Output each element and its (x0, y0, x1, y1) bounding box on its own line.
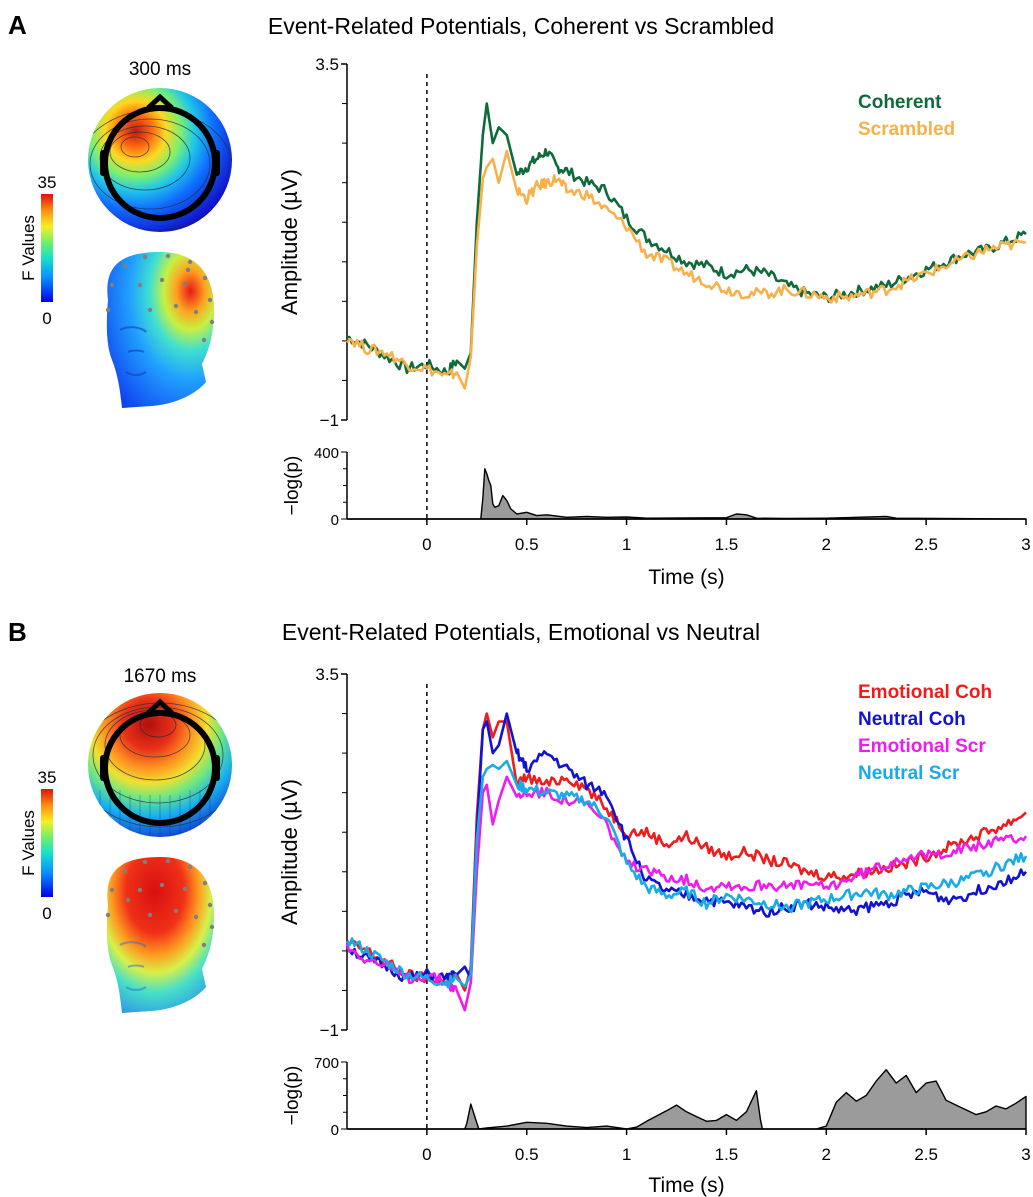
colorbar-max-label: 35 (38, 173, 57, 192)
significance-area (346, 1069, 1027, 1130)
significance-y-axis-title: −log(p) (282, 456, 303, 516)
x-tick-label: 1.5 (715, 535, 739, 554)
head-3d-render (105, 857, 215, 1013)
series-line-emotional-scr (345, 775, 1028, 1012)
panel-b: B Event-Related Potentials, Emotional vs… (8, 617, 1031, 1197)
legend-entry: Neutral Coh (858, 709, 966, 730)
y-tick-label: −1 (320, 1021, 339, 1040)
electrode-dots (105, 253, 215, 343)
panel-a: A Event-Related Potentials, Coherent vs … (8, 10, 1031, 589)
legend-entry: Emotional Scr (858, 736, 986, 757)
panel-title: Event-Related Potentials, Emotional vs N… (282, 619, 760, 645)
x-tick-label: 0.5 (515, 1145, 539, 1164)
topomap-time-label: 300 ms (129, 59, 191, 80)
nose-outline (146, 698, 174, 715)
chart-series-layer (345, 102, 1027, 390)
x-axis: 0 0.5 1 1.5 2 2.5 3 Time (s) (347, 518, 1031, 589)
significance-y-axis-title: −log(p) (282, 1066, 303, 1126)
head-3d-render (105, 252, 215, 408)
x-axis-title: Time (s) (648, 566, 724, 589)
legend-entry: Scrambled (858, 119, 955, 140)
series-line-neutral-coh (346, 712, 1028, 983)
y-tick-label: 3.5 (315, 55, 339, 74)
x-tick-label: 1 (622, 1145, 631, 1164)
x-tick-label: 2 (822, 535, 831, 554)
colorbar-title: F Values (19, 810, 38, 876)
x-tick-label: 0 (422, 1145, 431, 1164)
series-line-scrambled (345, 149, 1027, 390)
significance-plot: 700 0 −log(p) (282, 1055, 1027, 1139)
scalp-topomap (88, 693, 232, 837)
significance-y-tick-label: 400 (314, 445, 339, 462)
x-tick-label: 0 (422, 535, 431, 554)
x-axis-title: Time (s) (648, 1174, 724, 1197)
significance-y-tick-label: 0 (331, 512, 339, 529)
panel-label: A (8, 10, 27, 40)
x-tick-label: 2.5 (914, 535, 938, 554)
y-axis-title: Amplitude (µV) (277, 169, 302, 315)
erp-chart-a: 3.5 −1 Amplitude (µV) Coherent Scrambled 40… (277, 55, 1031, 589)
x-tick-label: 3 (1021, 535, 1030, 554)
chart-axes: 3.5 −1 Amplitude (µV) (277, 665, 428, 1129)
chart-legend: Coherent Scrambled (858, 92, 955, 140)
series-line-neutral-scr (345, 759, 1028, 989)
y-tick-label: −1 (320, 411, 339, 430)
colorbar: 35 0 F Values (19, 173, 56, 328)
colorbar-min-label: 0 (42, 904, 51, 923)
right-ear (212, 755, 220, 781)
erp-chart-b: 3.5 −1 Amplitude (µV) Emotional Coh Neutral… (277, 665, 1031, 1197)
nose-outline (146, 93, 174, 110)
significance-y-tick-label: 0 (331, 1122, 339, 1139)
significance-plot: 400 0 −log(p) (282, 445, 1027, 529)
chart-legend: Emotional Coh Neutral Coh Emotional Scr Neu… (858, 682, 992, 784)
x-tick-label: 0.5 (515, 535, 539, 554)
x-tick-label: 2.5 (914, 1145, 938, 1164)
panel-title: Event-Related Potentials, Coherent vs Sc… (268, 13, 774, 39)
y-tick-label: 3.5 (315, 665, 339, 684)
series-line-coherent (346, 102, 1027, 376)
significance-area (346, 468, 1027, 520)
significance-y-tick-label: 700 (314, 1055, 339, 1072)
colorbar-title: F Values (19, 215, 38, 281)
y-axis-title: Amplitude (µV) (277, 779, 302, 925)
topomap-time-label: 1670 ms (124, 666, 197, 687)
x-axis: 0 0.5 1 1.5 2 2.5 3 Time (s) (347, 1128, 1031, 1197)
legend-entry: Coherent (858, 92, 942, 113)
scalp-topomap (88, 88, 232, 232)
x-tick-label: 2 (822, 1145, 831, 1164)
x-tick-label: 1.5 (715, 1145, 739, 1164)
x-tick-label: 3 (1021, 1145, 1030, 1164)
left-ear (100, 755, 108, 781)
chart-axes: 3.5 −1 Amplitude (µV) (277, 55, 428, 519)
right-ear (212, 150, 220, 176)
colorbar-max-label: 35 (38, 768, 57, 787)
chart-series-layer (345, 712, 1028, 1012)
colorbar: 35 0 F Values (19, 768, 56, 923)
colorbar-min-label: 0 (42, 309, 51, 328)
legend-entry: Emotional Coh (858, 682, 992, 703)
x-tick-label: 1 (622, 535, 631, 554)
legend-entry: Neutral Scr (858, 763, 960, 784)
electrode-dots (105, 858, 215, 948)
left-ear (100, 150, 108, 176)
panel-label: B (8, 617, 27, 647)
